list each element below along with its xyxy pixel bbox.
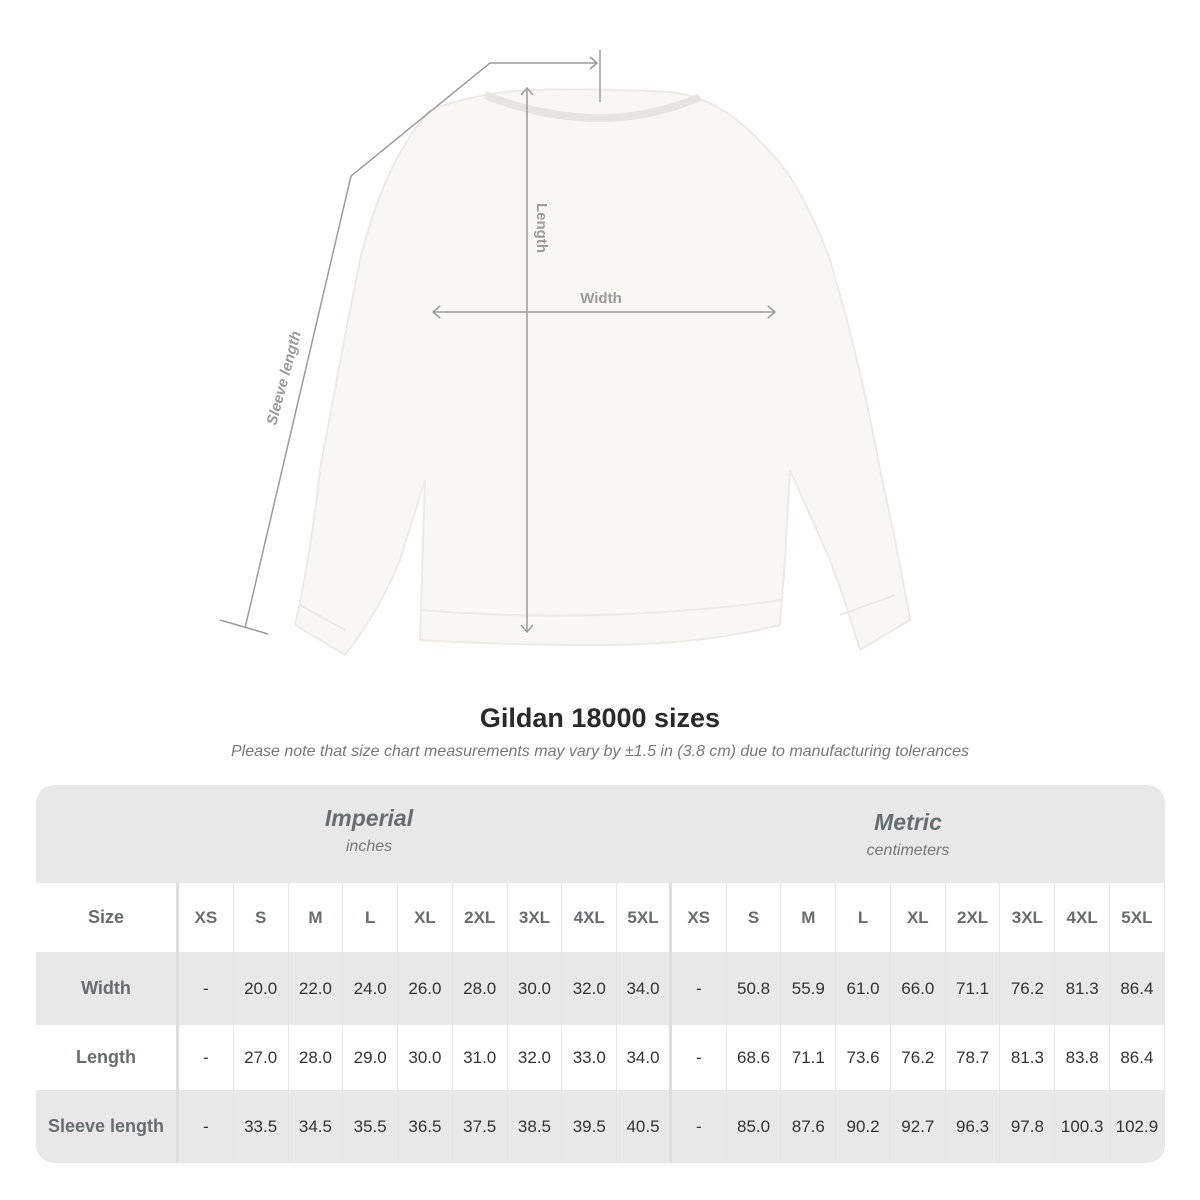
size-metric-cell: L bbox=[836, 883, 891, 952]
metric-cell: 71.1 bbox=[946, 952, 1001, 1025]
imperial-cell: 27.0 bbox=[234, 1025, 289, 1090]
imperial-cell: 40.5 bbox=[617, 1090, 672, 1163]
size-metric-cell: 2XL bbox=[946, 883, 1001, 952]
sleeve-length-label: Sleeve length bbox=[263, 329, 304, 427]
metric-cell: 102.9 bbox=[1110, 1090, 1165, 1163]
size-metric-cell: 5XL bbox=[1110, 883, 1165, 952]
sweatshirt-image bbox=[293, 88, 912, 657]
measurement-lines bbox=[219, 50, 777, 635]
row-label: Width bbox=[36, 952, 179, 1025]
imperial-cell: 28.0 bbox=[289, 1025, 344, 1090]
metric-cell: 100.3 bbox=[1055, 1090, 1111, 1163]
metric-cell: 97.8 bbox=[1000, 1090, 1056, 1163]
imperial-cell: 20.0 bbox=[234, 952, 289, 1025]
size-metric-cell: XL bbox=[891, 883, 946, 952]
size-table: Imperial inches Metric centimeters Size X… bbox=[36, 785, 1165, 1163]
imperial-cell: 24.0 bbox=[343, 952, 399, 1025]
table-row: Sleeve length -33.5 34.5 35.5 36.5 37.5 38.5 39… bbox=[36, 1090, 1165, 1163]
table-row: Length -27.0 28.0 29.0 30.0 31.0 32.0 33.0 34.0-… bbox=[36, 1025, 1165, 1090]
table-row: Width -20.0 22.0 24.0 26.0 28.0 30.0 32.0 34.0-5… bbox=[36, 952, 1165, 1025]
imperial-cell: 35.5 bbox=[343, 1090, 399, 1163]
metric-cell: 76.2 bbox=[891, 1025, 946, 1090]
size-metric-cell: M bbox=[781, 883, 837, 952]
metric-cell: 86.4 bbox=[1110, 952, 1165, 1025]
size-imperial-cell: L bbox=[343, 883, 399, 952]
imperial-cell: 31.0 bbox=[453, 1025, 508, 1090]
imperial-cell: 28.0 bbox=[453, 952, 508, 1025]
imperial-cell: 32.0 bbox=[508, 1025, 563, 1090]
imperial-header: Imperial inches bbox=[169, 805, 569, 856]
tolerance-note: Please note that size chart measurements… bbox=[230, 743, 970, 760]
metric-title: Metric bbox=[874, 809, 942, 835]
metric-cell: 96.3 bbox=[946, 1090, 1001, 1163]
metric-cell: 73.6 bbox=[836, 1025, 891, 1090]
imperial-cell: 22.0 bbox=[289, 952, 344, 1025]
metric-cell: 78.7 bbox=[946, 1025, 1001, 1090]
metric-cell: 76.2 bbox=[1000, 952, 1056, 1025]
imperial-cell: 34.0 bbox=[617, 952, 672, 1025]
imperial-cell: 37.5 bbox=[453, 1090, 508, 1163]
imperial-cell: - bbox=[179, 1090, 234, 1163]
metric-cell: 61.0 bbox=[836, 952, 891, 1025]
imperial-cell: 29.0 bbox=[343, 1025, 399, 1090]
imperial-cell: 33.5 bbox=[234, 1090, 289, 1163]
imperial-cell: 39.5 bbox=[562, 1090, 618, 1163]
imperial-cell: - bbox=[179, 952, 234, 1025]
size-metric-cell: 4XL bbox=[1055, 883, 1111, 952]
table-header-band: Imperial inches Metric centimeters bbox=[36, 785, 1165, 883]
metric-cell: 50.8 bbox=[727, 952, 782, 1025]
metric-cell: 71.1 bbox=[781, 1025, 837, 1090]
metric-cell: 83.8 bbox=[1055, 1025, 1111, 1090]
imperial-cell: 34.0 bbox=[617, 1025, 672, 1090]
size-metric-cell: XS bbox=[672, 883, 727, 952]
metric-cell: 81.3 bbox=[1055, 952, 1111, 1025]
size-imperial-cell: 4XL bbox=[562, 883, 618, 952]
metric-cell: 81.3 bbox=[1000, 1025, 1056, 1090]
imperial-unit: inches bbox=[345, 838, 393, 855]
size-imperial-cell: M bbox=[289, 883, 344, 952]
size-header-row: Size XS S M L XL 2XL 3XL 4XL 5XL XS S M L XL 2XL 3XL 4XL 5… bbox=[36, 883, 1165, 952]
row-label: Length bbox=[36, 1025, 179, 1090]
metric-cell: 87.6 bbox=[781, 1090, 837, 1163]
size-imperial-cell: XL bbox=[398, 883, 453, 952]
size-imperial-cell: XS bbox=[179, 883, 234, 952]
imperial-cell: 36.5 bbox=[398, 1090, 453, 1163]
metric-cell: 55.9 bbox=[781, 952, 837, 1025]
imperial-cell: 34.5 bbox=[289, 1090, 344, 1163]
metric-header: Metric centimeters bbox=[708, 809, 1108, 860]
imperial-cell: 32.0 bbox=[562, 952, 618, 1025]
imperial-cell: - bbox=[179, 1025, 234, 1090]
size-imperial-cell: 2XL bbox=[453, 883, 508, 952]
metric-cell: 92.7 bbox=[891, 1090, 946, 1163]
imperial-cell: 33.0 bbox=[562, 1025, 618, 1090]
imperial-cell: 38.5 bbox=[508, 1090, 563, 1163]
metric-cell: - bbox=[672, 1090, 727, 1163]
metric-unit: centimeters bbox=[866, 842, 950, 859]
size-metric-cell: S bbox=[727, 883, 782, 952]
size-imperial-cell: S bbox=[234, 883, 289, 952]
page-title: Gildan 18000 sizes bbox=[479, 703, 721, 733]
row-label: Size bbox=[36, 883, 179, 952]
metric-cell: 86.4 bbox=[1110, 1025, 1165, 1090]
metric-cell: - bbox=[672, 952, 727, 1025]
metric-cell: 85.0 bbox=[727, 1090, 782, 1163]
imperial-cell: 30.0 bbox=[508, 952, 563, 1025]
imperial-cell: 26.0 bbox=[398, 952, 453, 1025]
imperial-title: Imperial bbox=[324, 805, 414, 831]
size-imperial-cell: 5XL bbox=[617, 883, 672, 952]
metric-cell: 90.2 bbox=[836, 1090, 891, 1163]
sleeve-length-line bbox=[244, 62, 597, 629]
metric-cell: 68.6 bbox=[727, 1025, 782, 1090]
length-label: Length bbox=[533, 203, 550, 253]
metric-cell: 66.0 bbox=[891, 952, 946, 1025]
metric-cell: - bbox=[672, 1025, 727, 1090]
size-metric-cell: 3XL bbox=[1000, 883, 1056, 952]
row-label: Sleeve length bbox=[36, 1090, 179, 1163]
imperial-cell: 30.0 bbox=[398, 1025, 453, 1090]
size-imperial-cell: 3XL bbox=[508, 883, 563, 952]
sweatshirt-illustration: Length Width Sleeve length bbox=[219, 50, 912, 657]
width-label: Width bbox=[580, 290, 622, 307]
